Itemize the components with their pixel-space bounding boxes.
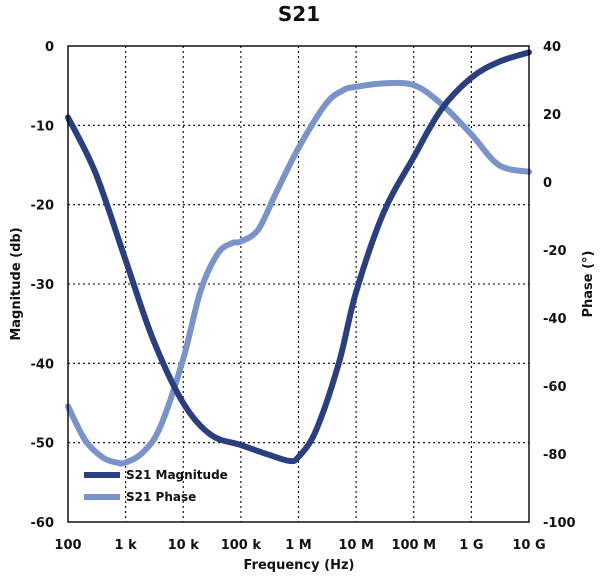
y-tick-label: -60: [31, 516, 55, 531]
grid-lines: [68, 46, 529, 522]
y2-tick-label: 20: [543, 108, 561, 123]
x-tick-label: 100 M: [391, 538, 436, 553]
y2-tick-label: -100: [543, 516, 576, 531]
x-tick-label: 10 M: [338, 538, 374, 553]
y2-tick-label: 0: [543, 176, 552, 191]
y-tick-label: -40: [31, 357, 55, 372]
legend-label-s21-phase: S21 Phase: [126, 490, 196, 504]
x-tick-label: 10 G: [512, 538, 545, 553]
x-axis-label: Frequency (Hz): [244, 558, 355, 573]
y2-tick-label: -20: [543, 244, 567, 259]
y2-tick-label: 40: [543, 40, 561, 55]
y-tick-label: 0: [45, 40, 54, 55]
x-tick-label: 10 k: [168, 538, 200, 553]
plot-frame: [67, 45, 530, 523]
series-line-s21-magnitude: [65, 49, 532, 465]
series-line-s21-phase: [65, 79, 532, 467]
y2-tick-label: -40: [543, 312, 567, 327]
y-tick-label: -50: [31, 437, 55, 452]
legend: S21 Magnitude S21 Phase: [84, 468, 228, 504]
y2-tick-label: -60: [543, 380, 567, 395]
x-tick-label: 1 k: [115, 538, 138, 553]
y2-tick-label: -80: [543, 448, 567, 463]
x-tick-label: 100 k: [221, 538, 262, 553]
chart-title: S21: [278, 2, 320, 26]
legend-label-s21-magnitude: S21 Magnitude: [126, 468, 228, 482]
y2-axis-label: Phase (°): [581, 250, 596, 317]
y-tick-label: -10: [31, 119, 55, 134]
series-lines: [65, 49, 532, 467]
x-tick-label: 1 G: [459, 538, 483, 553]
x-tick-label: 1 M: [285, 538, 312, 553]
y-tick-label: -20: [31, 199, 55, 214]
tick-labels: 100 1 k 10 k 100 k 1 M 10 M 100 M 1 G 10 G 0 -10 -2…: [31, 40, 576, 553]
y-tick-label: -30: [31, 278, 55, 293]
x-tick-label: 100: [54, 538, 81, 553]
y-axis-label: Magnitude (db): [9, 227, 24, 340]
